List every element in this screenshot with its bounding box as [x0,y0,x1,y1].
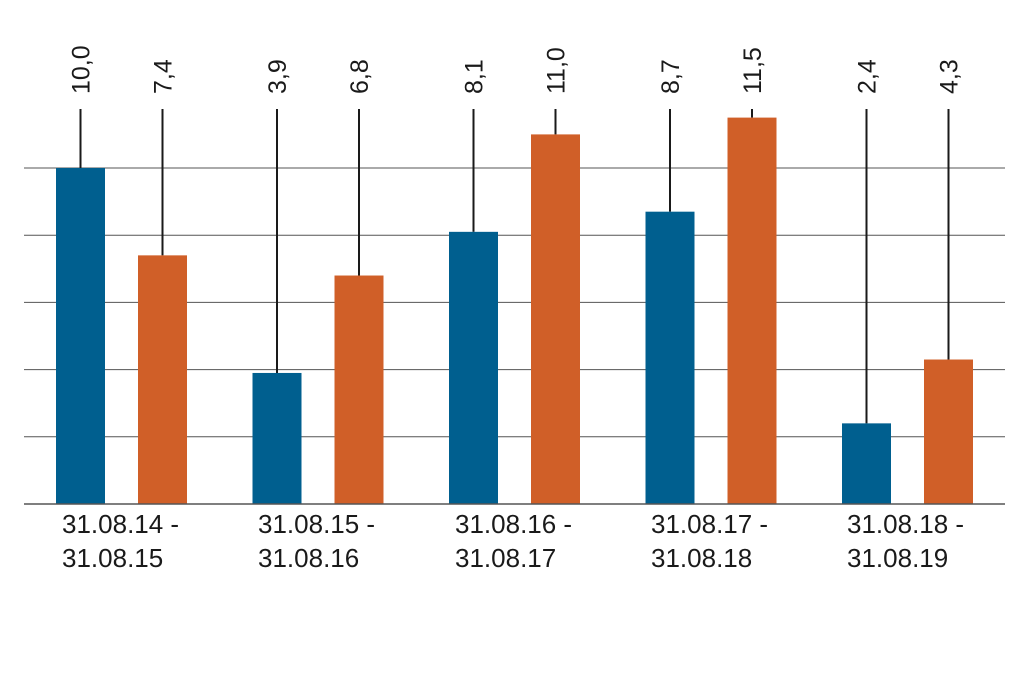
category-label-4: 31.08.17 - 31.08.18 [651,507,831,575]
bar-s1-c2 [252,372,302,504]
category-label-2-line2: 31.08.16 [258,543,360,573]
category-label-3: 31.08.16 - 31.08.17 [455,507,635,575]
bar-s1-c5 [842,423,891,504]
value-label-s2-c3: 11,0 [543,47,571,94]
bar-s2-c1 [138,255,187,504]
category-label-3-line2: 31.08.17 [455,543,557,573]
value-label-s2-c4: 11,5 [739,47,767,94]
bar-s1-c1 [56,168,105,504]
category-label-2-line1: 31.08.15 - [258,509,376,539]
bar-s1-c4 [645,211,695,504]
category-label-4-line2: 31.08.18 [651,543,753,573]
category-label-5-line2: 31.08.19 [847,543,949,573]
category-label-5-line1: 31.08.18 - [847,509,965,539]
bar-s2-c3 [531,134,580,504]
value-label-s2-c2: 6,8 [346,59,374,94]
value-label-s2-c1: 7,4 [150,59,178,94]
category-label-1-line2: 31.08.15 [62,543,164,573]
value-label-s2-c5: 4,3 [936,59,964,94]
value-label-s1-c2: 3,9 [264,59,292,94]
bar-s1-c3 [449,231,498,504]
category-label-3-line1: 31.08.16 - [455,509,573,539]
bar-s2-c5 [924,359,973,504]
bar-s2-c4 [727,117,777,504]
value-label-s1-c5: 2,4 [854,59,882,94]
bar-s2-c2 [334,275,384,504]
category-label-4-line1: 31.08.17 - [651,509,769,539]
category-label-2: 31.08.15 - 31.08.16 [258,507,438,575]
category-label-1-line1: 31.08.14 - [62,509,180,539]
value-label-s1-c4: 8,7 [657,59,685,94]
category-label-1: 31.08.14 - 31.08.15 [62,507,242,575]
value-label-s1-c1: 10,0 [68,45,96,94]
category-label-5: 31.08.18 - 31.08.19 [847,507,1024,575]
value-label-s1-c3: 8,1 [461,59,489,94]
